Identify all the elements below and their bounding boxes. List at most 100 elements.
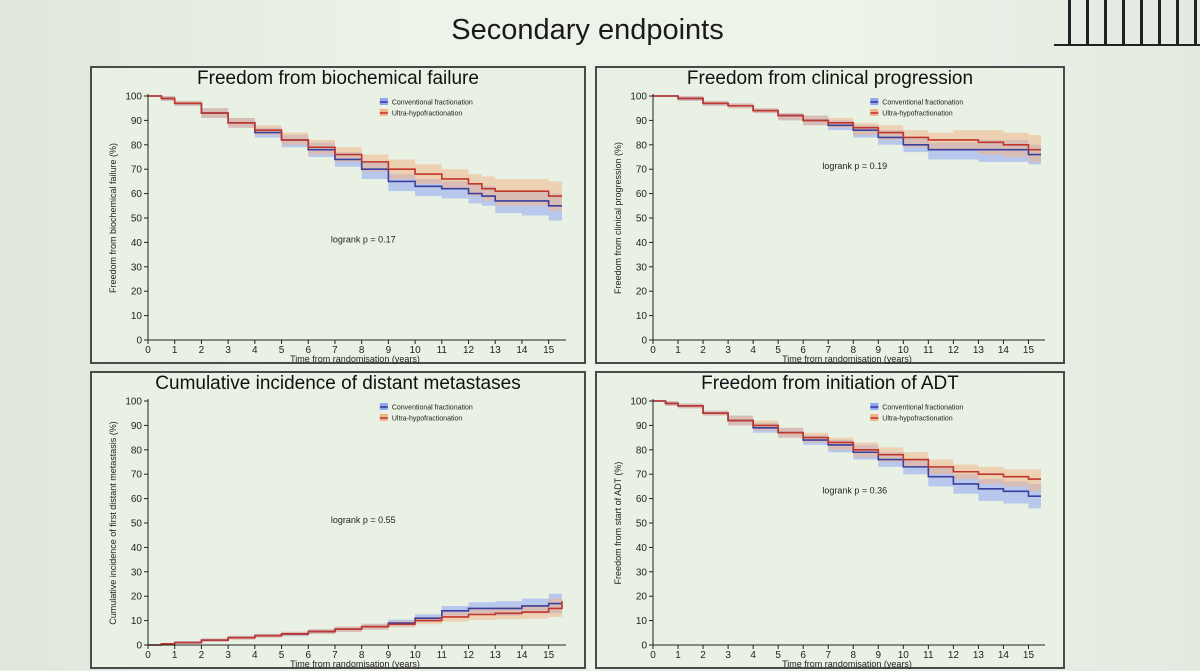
x-tick-label: 1	[675, 650, 681, 661]
legend-label: Ultra-hypofractionation	[392, 111, 463, 118]
x-tick-label: 2	[199, 345, 205, 356]
slide-title: Secondary endpoints	[451, 14, 724, 46]
x-tick-label: 10	[898, 345, 910, 356]
y-tick-label: 40	[131, 238, 143, 249]
y-tick-label: 10	[636, 616, 648, 627]
y-tick-label: 30	[131, 567, 143, 578]
legend-label: Conventional fractionation	[882, 405, 963, 412]
series-line-ultra	[148, 601, 563, 646]
x-tick-label: 10	[410, 345, 422, 356]
x-tick-label: 8	[850, 345, 856, 356]
x-tick-label: 14	[998, 345, 1010, 356]
y-tick-label: 40	[636, 238, 648, 249]
y-axis-label: Freedom from clinical progression (%)	[613, 142, 623, 294]
y-tick-label: 70	[636, 165, 648, 176]
logo-bars-icon	[1054, 0, 1200, 46]
y-tick-label: 60	[636, 494, 648, 505]
ci-band-conventional	[653, 401, 1041, 509]
x-axis-label: Time from randomisation (years)	[290, 659, 420, 669]
y-tick-label: 90	[636, 116, 648, 127]
x-tick-label: 13	[973, 345, 985, 356]
x-tick-label: 8	[850, 650, 856, 661]
panel-title: Freedom from clinical progression	[686, 68, 974, 89]
y-tick-label: 90	[636, 421, 648, 432]
y-tick-label: 10	[636, 311, 648, 322]
y-tick-label: 30	[636, 262, 648, 273]
x-tick-label: 6	[800, 345, 806, 356]
y-tick-label: 70	[131, 470, 143, 481]
ci-band-ultra	[653, 401, 1041, 492]
y-tick-label: 10	[131, 616, 143, 627]
x-axis-label: Time from randomisation (years)	[782, 354, 912, 364]
x-tick-label: 5	[775, 650, 781, 661]
y-tick-label: 20	[131, 592, 143, 603]
x-tick-label: 2	[700, 345, 706, 356]
y-tick-label: 40	[636, 543, 648, 554]
panel-title: Freedom from biochemical failure	[197, 68, 479, 89]
y-axis-label: Freedom from start of ADT (%)	[613, 462, 623, 585]
x-tick-label: 6	[305, 345, 311, 356]
x-tick-label: 6	[305, 650, 311, 661]
x-tick-label: 14	[516, 650, 528, 661]
x-tick-label: 13	[490, 650, 502, 661]
y-tick-label: 0	[641, 336, 647, 347]
x-tick-label: 8	[359, 345, 365, 356]
series-line-ultra	[148, 95, 562, 197]
x-tick-label: 9	[386, 345, 392, 356]
x-tick-label: 12	[948, 345, 960, 356]
x-tick-label: 15	[1023, 650, 1035, 661]
x-tick-label: 3	[225, 345, 231, 356]
x-tick-label: 5	[279, 345, 285, 356]
y-tick-label: 100	[125, 92, 142, 103]
panel-title: Freedom from initiation of ADT	[701, 373, 959, 394]
x-tick-label: 3	[225, 650, 231, 661]
legend-label: Ultra-hypofractionation	[882, 111, 953, 118]
y-tick-label: 80	[636, 140, 648, 151]
x-tick-label: 9	[386, 650, 392, 661]
logrank-annotation: logrank p = 0.36	[822, 486, 887, 496]
legend-label: Ultra-hypofractionation	[882, 416, 953, 423]
y-tick-label: 0	[136, 336, 142, 347]
x-tick-label: 4	[252, 345, 258, 356]
legend-label: Conventional fractionation	[392, 100, 473, 107]
x-tick-label: 4	[750, 345, 756, 356]
x-tick-label: 4	[750, 650, 756, 661]
x-tick-label: 11	[437, 345, 448, 356]
x-tick-label: 7	[332, 345, 338, 356]
panel-distant-metastases: Cumulative incidence of distant metastas…	[90, 371, 586, 669]
y-tick-label: 80	[636, 445, 648, 456]
x-tick-label: 7	[332, 650, 338, 661]
x-tick-label: 15	[543, 650, 555, 661]
ci-band-ultra	[148, 96, 562, 211]
y-axis-label: Cumulative incidence of first distant me…	[108, 421, 118, 625]
x-tick-label: 14	[998, 650, 1010, 661]
y-tick-label: 70	[131, 165, 143, 176]
x-tick-label: 13	[490, 345, 502, 356]
x-tick-label: 6	[800, 650, 806, 661]
x-tick-label: 9	[876, 650, 882, 661]
x-tick-label: 0	[145, 650, 151, 661]
panel-initiation-adt: Freedom from initiation of ADT 0 10 20 30 40…	[595, 371, 1065, 669]
x-tick-label: 14	[516, 345, 528, 356]
y-tick-label: 10	[131, 311, 143, 322]
logrank-annotation: logrank p = 0.17	[331, 234, 396, 244]
x-tick-label: 1	[675, 345, 681, 356]
y-tick-label: 70	[636, 470, 648, 481]
y-tick-label: 100	[630, 92, 647, 103]
series-line-ultra	[653, 400, 1041, 480]
x-tick-label: 1	[172, 650, 178, 661]
ci-band-conventional	[148, 593, 562, 645]
y-tick-label: 50	[131, 214, 143, 225]
x-tick-label: 5	[775, 345, 781, 356]
y-tick-label: 30	[131, 262, 143, 273]
ci-band-ultra	[653, 96, 1041, 162]
x-tick-label: 12	[463, 650, 475, 661]
y-tick-label: 50	[131, 519, 143, 530]
y-tick-label: 30	[636, 567, 648, 578]
panel-biochemical-failure: Freedom from biochemical failure 0 10 20 30…	[90, 66, 586, 364]
y-tick-label: 50	[636, 519, 648, 530]
y-tick-label: 60	[131, 189, 143, 200]
